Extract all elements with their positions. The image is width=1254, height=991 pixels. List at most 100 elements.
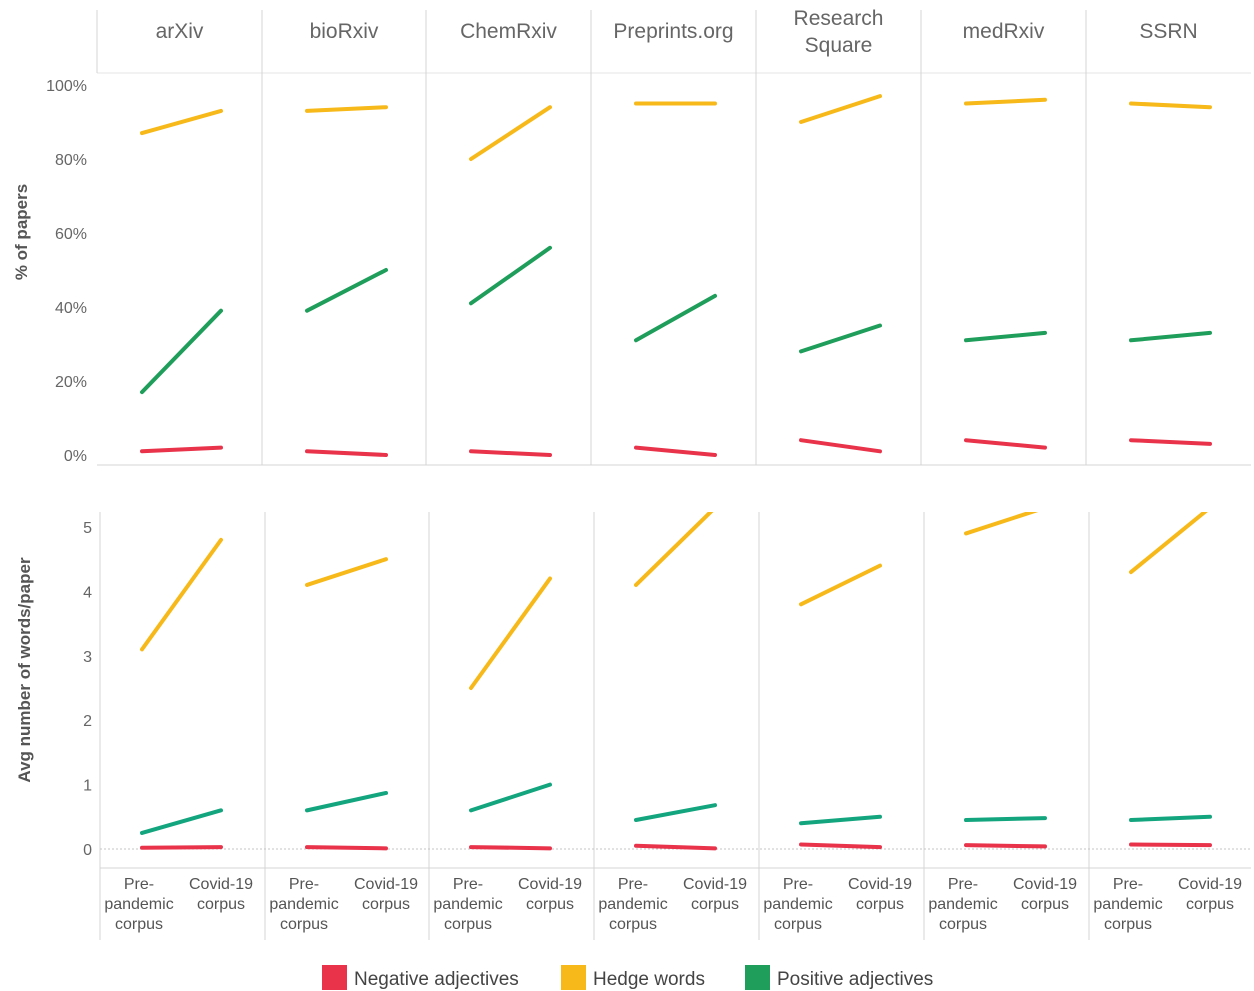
x-tick-label-line: corpus (1104, 916, 1152, 933)
positive-line-0 (140, 808, 223, 835)
positive-line-2 (469, 782, 552, 813)
x-tick-label-line: corpus (1021, 896, 1069, 913)
hedge-line-6 (1129, 512, 1208, 575)
negative-line-3 (634, 445, 717, 457)
y-tick-label: 3 (83, 649, 92, 666)
x-tick-label: Covid-19 corpus (518, 876, 582, 913)
positive-legend-label: Positive adjectives (777, 969, 933, 990)
x-tick-label-line: Pre- (1113, 876, 1143, 893)
x-tick-label-line: pandemic (269, 896, 338, 913)
hedge-line-4 (799, 94, 882, 124)
hedge-line-1 (305, 557, 388, 587)
x-tick-label: Covid-19 corpus (1178, 876, 1242, 913)
series-bottom (140, 512, 1212, 851)
positive-line-3 (634, 293, 717, 343)
hedge-line-5 (964, 512, 1039, 536)
x-tick-label-line: Pre- (948, 876, 978, 893)
negative-line-2 (469, 449, 552, 457)
negative-legend-swatch (322, 965, 347, 990)
positive-line-5 (964, 330, 1047, 343)
positive-line-2 (469, 245, 552, 306)
x-tick-label-line: Pre- (783, 876, 813, 893)
positive-line-4 (799, 323, 882, 354)
x-tick-label: Pre-pandemic corpus (928, 876, 997, 933)
negative-legend-label: Negative adjectives (354, 969, 519, 990)
y-tick-label: 40% (55, 300, 87, 317)
panel-titles: arXiv bioRxiv ChemRxiv Preprints.org Researc… (156, 7, 1198, 57)
y-ticks-bottom: 0 1 2 3 4 5 (83, 520, 92, 859)
y-tick-label: 100% (46, 78, 87, 95)
x-tick-label-line: pandemic (598, 896, 667, 913)
hedge-legend-label: Hedge words (593, 969, 705, 990)
panel-title: SSRN (1139, 20, 1197, 43)
x-tick-label: Covid-19 corpus (189, 876, 253, 913)
x-tick-label: Covid-19 corpus (1013, 876, 1077, 913)
negative-line-4 (799, 438, 882, 454)
y-tick-label: 2 (83, 713, 92, 730)
x-tick-label-line: Pre- (453, 876, 483, 893)
panel-title: Preprints.org (613, 20, 733, 43)
x-tick-labels: Pre-pandemic corpus Covid-19 corpus Pre-pand… (104, 876, 1242, 933)
y-tick-label: 0 (83, 842, 92, 859)
panel-title: Research Square (794, 7, 884, 57)
x-tick-label-line: Pre- (618, 876, 648, 893)
panel-title-line: Research (794, 7, 884, 30)
x-tick-label-line: Pre- (289, 876, 319, 893)
hedge-line-1 (305, 105, 388, 113)
y-tick-label: 4 (83, 584, 92, 601)
negative-line-0 (140, 845, 223, 850)
negative-line-6 (1129, 842, 1212, 848)
x-tick-label-line: pandemic (1093, 896, 1162, 913)
y-tick-label: 5 (83, 520, 92, 537)
x-tick-label: Covid-19 corpus (683, 876, 747, 913)
panel-title-line: Square (805, 34, 873, 57)
y-tick-label: 1 (83, 778, 92, 795)
positive-legend-swatch (745, 965, 770, 990)
x-tick-label: Pre-pandemic corpus (433, 876, 502, 933)
x-tick-label-line: corpus (362, 896, 410, 913)
y-tick-label: 80% (55, 152, 87, 169)
y-ticks-top: 0% 20% 40% 60% 80% 100% (46, 78, 87, 465)
series-top (140, 94, 1212, 457)
positive-line-6 (1129, 814, 1212, 823)
x-tick-label-line: Covid-19 (1178, 876, 1242, 893)
panel-title: medRxiv (963, 20, 1045, 43)
y-axis-label-top: % of papers (12, 184, 31, 280)
x-tick-label-line: corpus (691, 896, 739, 913)
y-tick-label: 0% (64, 448, 87, 465)
negative-line-5 (964, 438, 1047, 450)
x-tick-label-line: Covid-19 (518, 876, 582, 893)
negative-line-3 (634, 843, 717, 851)
positive-line-6 (1129, 330, 1212, 343)
hedge-line-4 (799, 563, 882, 607)
x-tick-label-line: corpus (197, 896, 245, 913)
negative-line-0 (140, 445, 223, 454)
x-tick-label-line: pandemic (433, 896, 502, 913)
x-tick-label-line: corpus (280, 916, 328, 933)
hedge-line-6 (1129, 101, 1212, 110)
x-tick-label-line: corpus (444, 916, 492, 933)
panel-title: ChemRxiv (460, 20, 557, 43)
negative-line-4 (799, 842, 882, 850)
x-tick-label-line: Covid-19 (189, 876, 253, 893)
hedge-legend-swatch (561, 965, 586, 990)
x-tick-label-line: Pre- (124, 876, 154, 893)
x-tick-label: Pre-pandemic corpus (1093, 876, 1162, 933)
positive-line-4 (799, 814, 882, 826)
x-tick-label-line: corpus (939, 916, 987, 933)
x-tick-label-line: pandemic (928, 896, 997, 913)
hedge-line-3 (634, 512, 714, 587)
panel-title: bioRxiv (310, 20, 379, 43)
x-tick-label-line: corpus (774, 916, 822, 933)
positive-line-5 (964, 816, 1047, 823)
x-tick-label: Pre-pandemic corpus (598, 876, 667, 933)
legend: Negative adjectives Hedge words Positive a… (322, 965, 933, 990)
x-tick-label: Pre-pandemic corpus (763, 876, 832, 933)
hedge-line-2 (469, 105, 552, 161)
y-axis-label-bottom: Avg number of words/paper (15, 557, 34, 783)
x-tick-label-line: corpus (856, 896, 904, 913)
x-tick-label-line: pandemic (763, 896, 832, 913)
x-tick-label-line: Covid-19 (1013, 876, 1077, 893)
x-tick-label: Covid-19 corpus (354, 876, 418, 913)
